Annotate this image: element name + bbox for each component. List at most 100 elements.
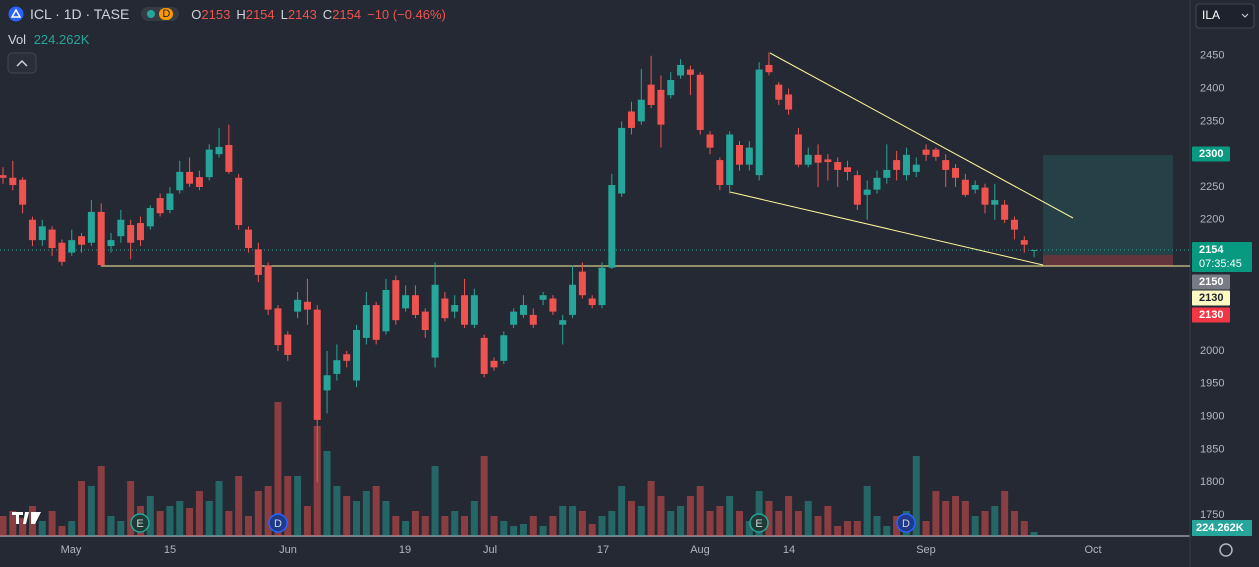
candle-body bbox=[264, 265, 272, 310]
volume-bar bbox=[1020, 521, 1028, 536]
candle-body bbox=[510, 311, 518, 325]
volume-bar bbox=[58, 526, 66, 536]
volume-bar bbox=[195, 491, 203, 536]
candle-body bbox=[441, 298, 449, 319]
ohlc-item: O2153 bbox=[191, 7, 230, 22]
candle-body bbox=[716, 160, 724, 186]
volume-bar bbox=[814, 516, 822, 536]
volume-bar bbox=[176, 501, 184, 536]
candle-body bbox=[284, 334, 292, 355]
symbol-icon bbox=[8, 6, 24, 22]
volume-bar bbox=[942, 501, 950, 536]
volume-label: Vol bbox=[8, 32, 27, 47]
volume-bar bbox=[156, 511, 164, 536]
candle-body bbox=[205, 149, 213, 178]
volume-bar bbox=[48, 511, 56, 536]
candle-body bbox=[952, 167, 960, 178]
price-tag bbox=[1192, 274, 1230, 290]
candle-body bbox=[117, 219, 125, 237]
volume-bar bbox=[461, 516, 469, 536]
collapse-button[interactable] bbox=[7, 52, 37, 74]
settings-icon[interactable] bbox=[1219, 543, 1233, 557]
y-tick-label: 1900 bbox=[1200, 411, 1224, 423]
volume-bar bbox=[382, 501, 390, 536]
volume-bar bbox=[68, 521, 76, 536]
candle-body bbox=[726, 134, 734, 186]
symbol-title: ICL · 1D · TASE bbox=[30, 6, 130, 22]
volume-bar bbox=[421, 516, 429, 536]
volume-bar bbox=[264, 486, 272, 536]
candle-body bbox=[686, 69, 694, 75]
volume-bar bbox=[961, 501, 969, 536]
volume-bar bbox=[284, 476, 292, 536]
price-tag bbox=[1192, 290, 1230, 306]
price-tag bbox=[1192, 307, 1230, 323]
price-tag bbox=[1192, 242, 1252, 272]
status-pill[interactable]: D bbox=[141, 7, 180, 21]
ohlc-value: 2143 bbox=[287, 6, 317, 22]
volume-bar bbox=[9, 511, 17, 536]
candle-body bbox=[794, 134, 802, 165]
volume-bar bbox=[205, 501, 213, 536]
candle-body bbox=[765, 64, 773, 73]
y-tick-label: 2400 bbox=[1200, 82, 1224, 94]
candle-body bbox=[186, 171, 194, 184]
volume-bar bbox=[353, 501, 361, 536]
volume-bar bbox=[657, 496, 665, 536]
position-profit bbox=[1043, 155, 1173, 255]
volume-bar bbox=[627, 501, 635, 536]
y-tick-label: 2000 bbox=[1200, 345, 1224, 357]
x-tick-label: Aug bbox=[690, 544, 710, 556]
candle-body bbox=[323, 375, 331, 391]
position-loss bbox=[1043, 255, 1173, 266]
price-tag bbox=[1192, 146, 1230, 162]
candle-body bbox=[598, 267, 606, 306]
candle-body bbox=[294, 299, 302, 312]
event-label: D bbox=[274, 518, 282, 530]
candle-body bbox=[647, 84, 655, 105]
candle-body bbox=[362, 305, 370, 338]
volume-bar bbox=[696, 486, 704, 536]
candle-body bbox=[814, 154, 822, 163]
candle-body bbox=[824, 159, 832, 163]
candle-body bbox=[9, 177, 17, 186]
candle-body bbox=[176, 171, 184, 191]
candle-body bbox=[1020, 240, 1028, 245]
candle-body bbox=[755, 69, 763, 176]
volume-bar bbox=[274, 402, 282, 536]
candle-body bbox=[68, 240, 76, 253]
volume-bar bbox=[559, 506, 567, 536]
volume-bar bbox=[166, 506, 174, 536]
volume-bar bbox=[922, 521, 930, 536]
candle-body bbox=[961, 179, 969, 195]
candle-body bbox=[981, 187, 989, 205]
candle-body bbox=[470, 295, 478, 325]
event-marker bbox=[749, 513, 769, 533]
dropdown-icon bbox=[1241, 13, 1249, 18]
ohlc-item: L2143 bbox=[281, 7, 317, 22]
y-tick-label: 1750 bbox=[1200, 509, 1224, 521]
candle-body bbox=[451, 305, 459, 312]
candle-body bbox=[745, 147, 753, 165]
volume-bar bbox=[431, 466, 439, 536]
volume-bar bbox=[569, 506, 577, 536]
candle-body bbox=[912, 164, 920, 172]
x-tick-label: Jul bbox=[483, 544, 497, 556]
volume-bar bbox=[470, 501, 478, 536]
currency-select[interactable] bbox=[1195, 3, 1255, 29]
event-label: E bbox=[755, 518, 762, 530]
candle-body bbox=[78, 236, 86, 245]
candle-body bbox=[785, 94, 793, 110]
volume-bar bbox=[186, 508, 194, 536]
candle-body bbox=[48, 229, 56, 248]
candle-body bbox=[519, 305, 527, 315]
volume-bar bbox=[245, 516, 252, 536]
volume-bar bbox=[588, 524, 596, 536]
candle-body bbox=[215, 146, 223, 155]
candle-body bbox=[834, 162, 842, 170]
candle-body bbox=[411, 295, 419, 315]
trend-line bbox=[729, 191, 1044, 266]
candle-body bbox=[402, 295, 410, 309]
